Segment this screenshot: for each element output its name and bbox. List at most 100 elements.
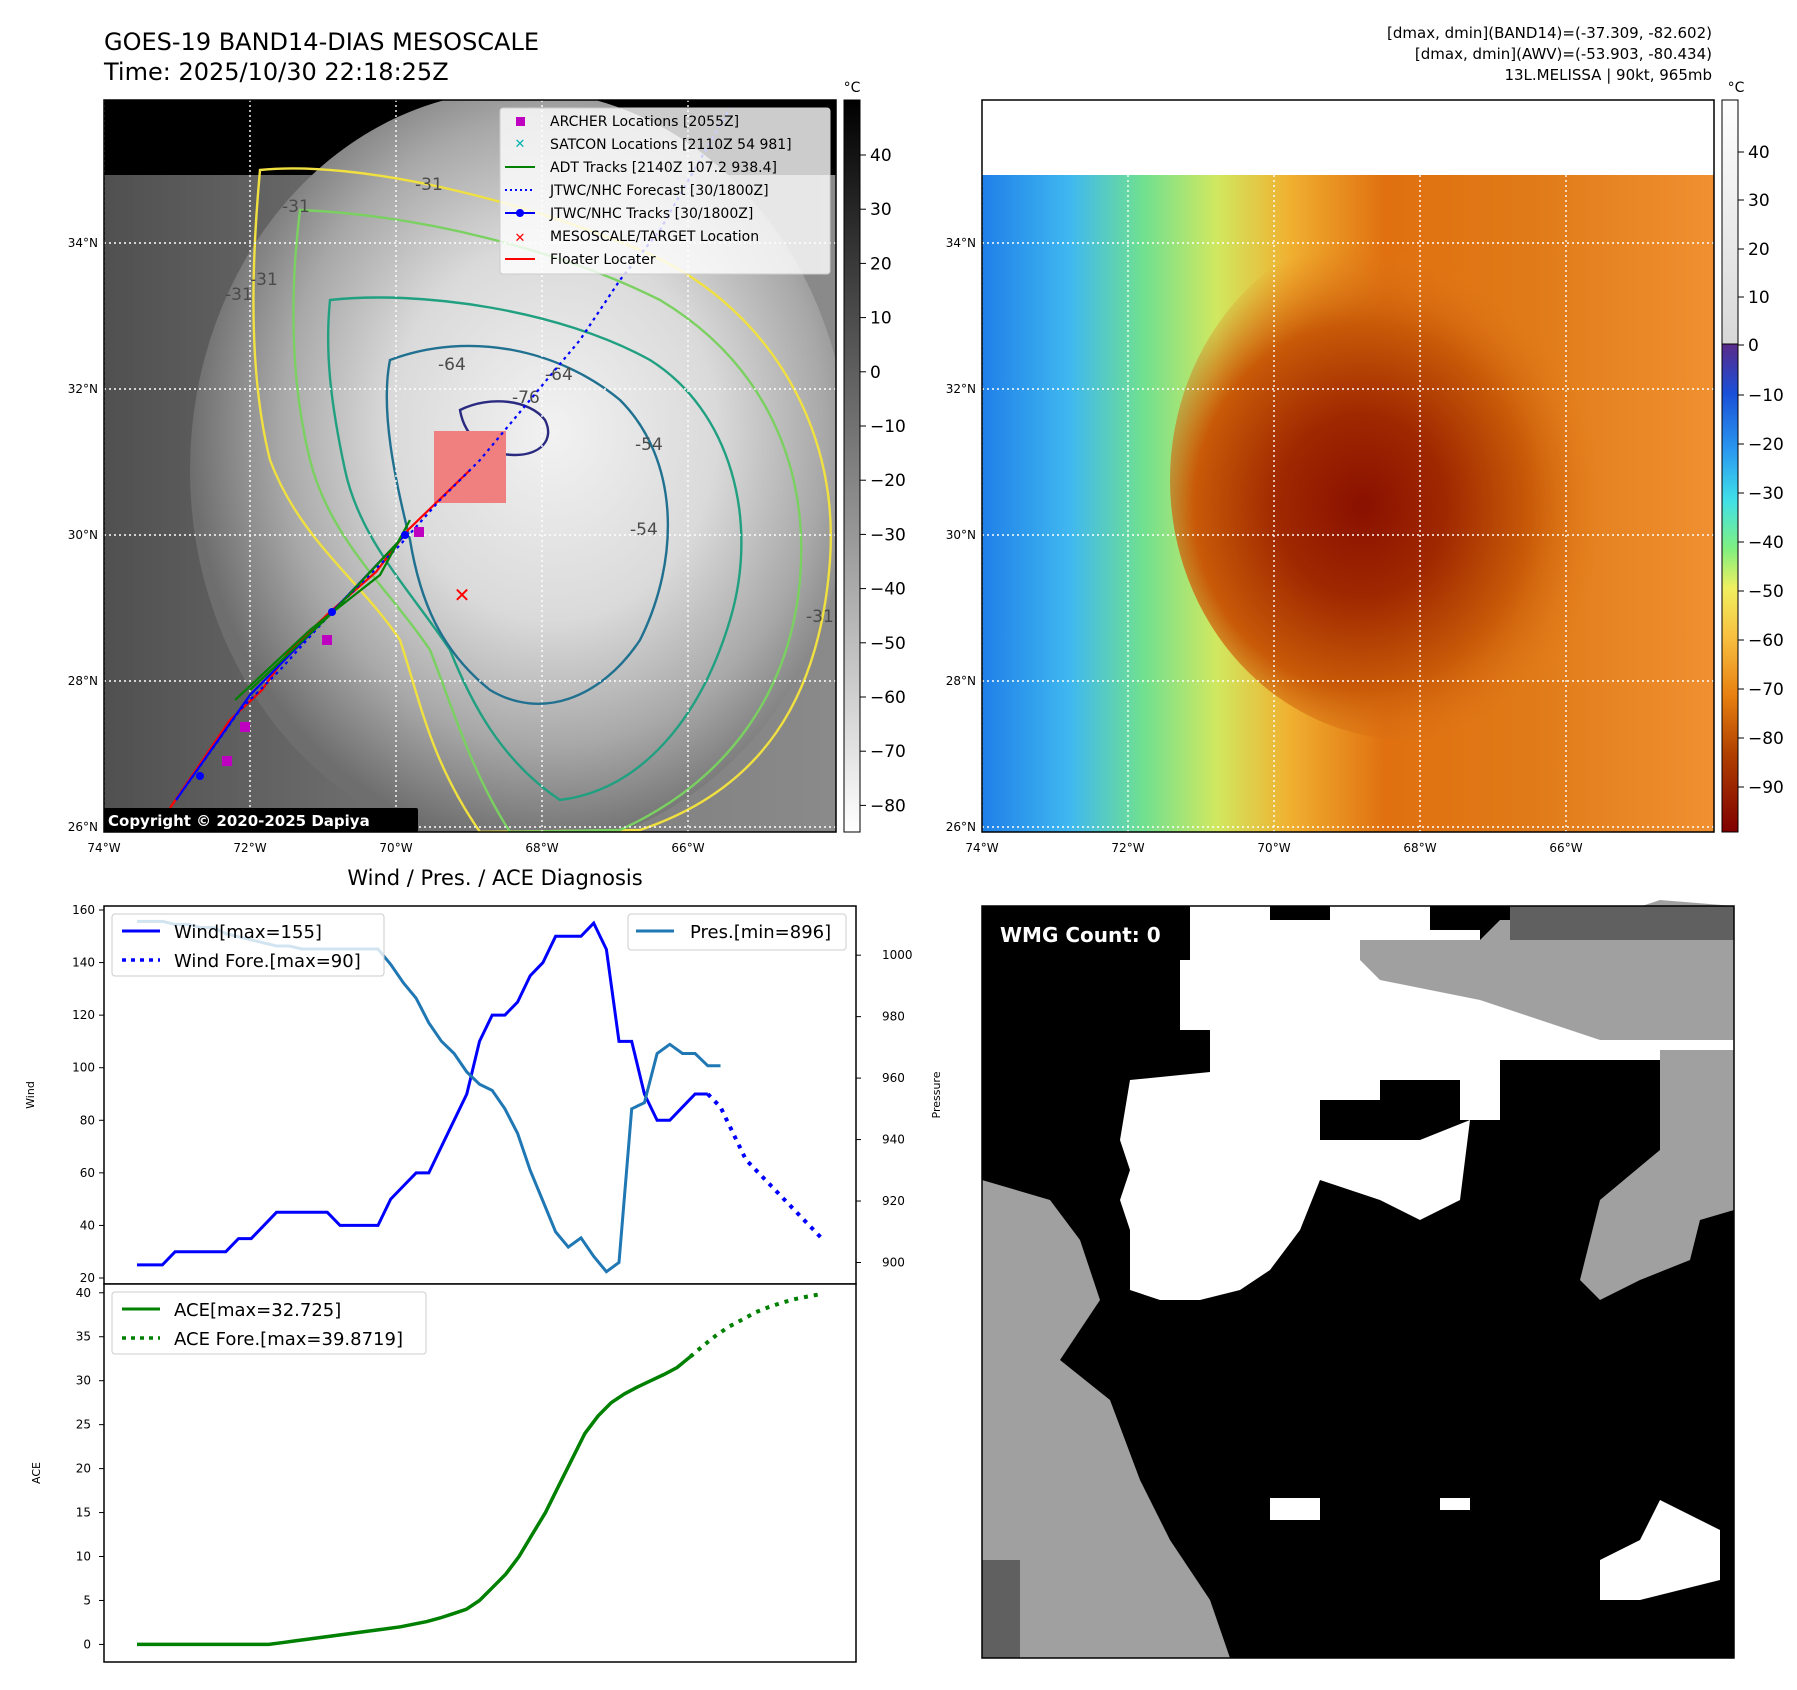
wmg-frame	[981, 905, 1735, 1659]
colorbar-tick-label: 0	[1748, 336, 1759, 356]
contour-label: -31	[225, 285, 253, 305]
colorbar-tick-label: −30	[870, 525, 906, 545]
y2-tick-label: 900	[882, 1255, 905, 1269]
colorbar-tick-label: −80	[1748, 729, 1784, 749]
figure-time: Time: 2025/10/30 22:18:25Z	[103, 58, 449, 86]
lon-label: 66°W	[671, 841, 704, 855]
colorbar-tick-label: −90	[1748, 778, 1784, 798]
y-tick-label: 100	[72, 1061, 95, 1075]
y2-tick-label: 980	[882, 1010, 905, 1024]
ace-line	[137, 1355, 692, 1647]
y-tick-label: 25	[76, 1418, 91, 1432]
y2-tick-label: 960	[882, 1071, 905, 1085]
colorbar-tick-label: −50	[1748, 582, 1784, 602]
lat-label: 34°N	[68, 236, 98, 250]
lon-label: 72°W	[1111, 841, 1144, 855]
contour-label: -64	[545, 365, 573, 385]
wind-y-ticks: 20 40 60 80 100 120 140 160	[72, 903, 104, 1285]
colorbar-tick-label: 30	[1748, 191, 1770, 211]
info-storm: 13L.MELISSA | 90kt, 965mb	[1504, 66, 1712, 84]
contour-label: -31	[282, 197, 310, 217]
wmg-count: WMG Count: 0	[1000, 923, 1161, 947]
legend-floater: Floater Locater	[550, 252, 656, 268]
lat-label: 32°N	[68, 382, 98, 396]
lon-label: 72°W	[233, 841, 266, 855]
copyright-box	[104, 808, 418, 832]
contour-label: -31	[415, 175, 443, 195]
colorbar-tick-label: −40	[870, 580, 906, 600]
colorbar-tick-label: −50	[870, 634, 906, 654]
map-legend: ARCHER Locations [2055Z] ✕ SATCON Locati…	[499, 107, 831, 275]
pressure-axis-label: Pressure	[930, 1071, 943, 1118]
contour-labels: -31 -31 -31 -31 -64 -76 -64 -54 -54 -31	[225, 175, 834, 627]
y-tick-label: 20	[76, 1462, 91, 1476]
ace-y-ticks: 0 5 10 15 20 25 30 35 40	[76, 1286, 104, 1651]
y-tick-label: 160	[72, 903, 95, 917]
lon-label: 74°W	[87, 841, 120, 855]
y-tick-label: 80	[80, 1113, 95, 1127]
lat-label: 34°N	[946, 236, 976, 250]
colorbar-tick-label: −60	[1748, 631, 1784, 651]
ace-axis-label: ACE	[30, 1462, 43, 1484]
contour-label: -54	[635, 435, 663, 455]
wind-line	[137, 920, 708, 1267]
info-awv: [dmax, dmin](AWV)=(-53.903, -80.434)	[1415, 45, 1712, 63]
svg-text:✕: ✕	[454, 583, 471, 607]
lat-label: 30°N	[946, 528, 976, 542]
y-tick-label: 10	[76, 1550, 91, 1564]
lon-label: 70°W	[1257, 841, 1290, 855]
wind-legend: Wind[max=155] Wind Fore.[max=90]	[111, 913, 385, 977]
colorbar-tick-label: −20	[1748, 435, 1784, 455]
wind-axis-label: Wind	[24, 1081, 37, 1109]
colorbar-tick-label: 40	[870, 146, 892, 166]
lat-label: 26°N	[946, 820, 976, 834]
ace-series	[137, 1291, 823, 1647]
ace-legend: ACE[max=32.725] ACE Fore.[max=39.8719]	[111, 1291, 427, 1355]
legend-satcon-marker: ✕	[515, 137, 526, 152]
legend-forecast: JTWC/NHC Forecast [30/1800Z]	[549, 183, 769, 199]
colorbar-tick-label: 0	[870, 363, 881, 383]
colorbar-tick-label: 10	[870, 309, 892, 329]
track-markers: ✕	[196, 527, 470, 780]
colorbar-tick-label: 30	[870, 200, 892, 220]
contour-label: -76	[512, 388, 540, 408]
colorbar-tick-label: −60	[870, 688, 906, 708]
contour-label: -31	[806, 607, 834, 627]
legend-archer: ARCHER Locations [2055Z]	[550, 114, 739, 130]
gray-colorbar-unit: °C	[844, 80, 861, 96]
colorbar-tick-label: −70	[870, 742, 906, 762]
color-colorbar-ticks: 40 30 20 10 0 −10 −20 −30 −40 −50 −60 −70 −80 −90	[1738, 143, 1784, 798]
colorbar-tick-label: 40	[1748, 143, 1770, 163]
lat-label: 30°N	[68, 528, 98, 542]
y-tick-label: 140	[72, 956, 95, 970]
colorbar-tick-label: 20	[1748, 240, 1770, 260]
y-tick-label: 120	[72, 1008, 95, 1022]
y-tick-label: 60	[80, 1166, 95, 1180]
lat-label: 28°N	[946, 674, 976, 688]
mesoscale-target-box	[434, 431, 506, 503]
legend-wind-forecast: Wind Fore.[max=90]	[174, 951, 361, 972]
colorbar-tick-label: −10	[1748, 386, 1784, 406]
legend-tracks: JTWC/NHC Tracks [30/1800Z]	[549, 206, 753, 222]
copyright: Copyright © 2020-2025 Dapiya	[108, 812, 370, 830]
pressure-legend: Pres.[min=896]	[627, 913, 847, 951]
lat-lon-grid	[982, 100, 1714, 832]
lon-label: 68°W	[1403, 841, 1436, 855]
lon-label: 68°W	[525, 841, 558, 855]
contour-label: -54	[630, 520, 658, 540]
lat-labels: 34°N 32°N 30°N 28°N 26°N 34°N 32°N 30°N 28°N 26°N	[68, 236, 976, 834]
y-tick-label: 20	[80, 1271, 95, 1285]
colorbar-tick-label: 10	[1748, 288, 1770, 308]
colorbar-tick-label: 20	[870, 254, 892, 274]
y-tick-label: 35	[76, 1330, 91, 1344]
y-tick-label: 40	[76, 1286, 91, 1300]
colorbar-tick-label: −40	[1748, 533, 1784, 553]
legend-pressure: Pres.[min=896]	[690, 922, 831, 943]
y2-tick-label: 1000	[882, 948, 913, 962]
lon-label: 74°W	[965, 841, 998, 855]
gray-colorbar	[843, 99, 861, 833]
lat-label: 28°N	[68, 674, 98, 688]
color-colorbar-bottom	[1721, 343, 1739, 833]
legend-satcon: SATCON Locations [2110Z 54 981]	[550, 137, 792, 153]
awv-map-frame	[981, 99, 1715, 833]
